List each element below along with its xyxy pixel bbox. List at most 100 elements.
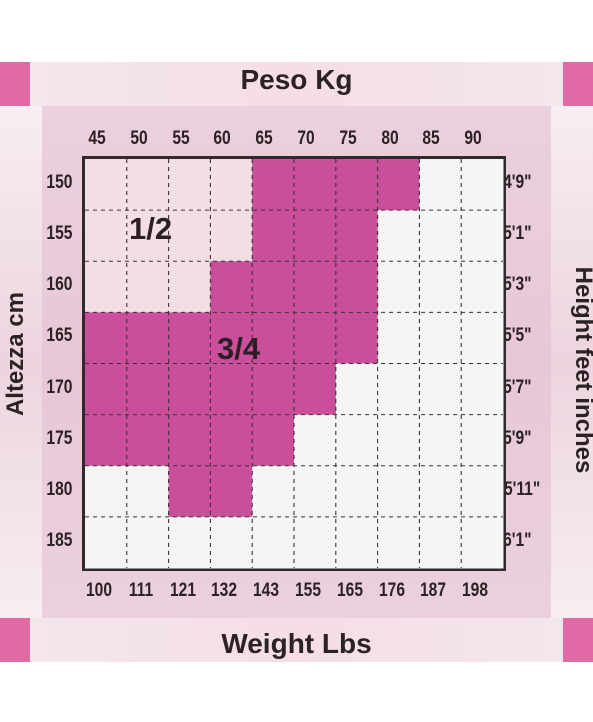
cell-160cm-75kg [335,261,379,313]
y-tick-ftin-7: 6'1" [503,529,532,551]
cell-150cm-55kg [168,159,211,211]
cell-185cm-90kg [461,516,504,569]
cell-165cm-65kg [252,312,295,364]
cell-155cm-80kg [377,210,420,262]
cell-150cm-70kg [294,159,337,211]
bottom-axis-title: Weight Lbs [221,628,372,659]
x-tick-lbs-121: 121 [169,580,196,601]
cell-155cm-85kg [419,210,462,262]
cell-175cm-60kg [210,414,253,467]
cell-185cm-45kg [85,516,128,569]
cell-150cm-45kg [85,159,128,211]
size-label-three-quarter: 3/4 [217,331,261,366]
cell-185cm-75kg [335,516,379,569]
cell-170cm-75kg [335,363,379,416]
x-tick-lbs-132: 132 [211,580,238,601]
cell-185cm-70kg [294,516,337,569]
cell-175cm-85kg [419,414,462,467]
x-tick-lbs-100: 100 [85,580,112,601]
cell-180cm-80kg [377,465,420,518]
y-tick-ftin-6: 5'11" [503,478,541,500]
x-tick-lbs-143: 143 [253,580,280,601]
cell-155cm-70kg [294,210,337,262]
cell-170cm-65kg [252,363,295,416]
y-tick-cm-155: 155 [46,223,73,245]
cell-175cm-70kg [294,414,337,467]
cell-160cm-80kg [377,261,420,313]
y-tick-ftin-1: 5'1" [503,223,532,245]
cell-170cm-50kg [126,363,170,416]
y-tick-cm-175: 175 [46,427,73,449]
cell-175cm-65kg [252,414,295,467]
x-tick-lbs-155: 155 [294,580,321,601]
cell-180cm-85kg [419,465,462,518]
y-tick-cm-160: 160 [46,274,73,296]
cell-165cm-50kg [126,312,170,364]
y-tick-cm-180: 180 [46,478,73,500]
cell-160cm-90kg [461,261,504,313]
plot-area: 1/2 3/4 [82,156,506,571]
size-grid [85,159,504,569]
cell-155cm-50kg [126,210,170,262]
cell-185cm-50kg [126,516,170,569]
frame-right-band [551,106,593,618]
cell-160cm-70kg [294,261,337,313]
y-tick-ftin-3: 5'5" [503,325,532,347]
y-tick-ftin-5: 5'9" [503,427,532,449]
cell-160cm-55kg [168,261,211,313]
cell-175cm-55kg [168,414,211,467]
y-tick-ftin-0: 4'9" [503,172,532,193]
cell-185cm-85kg [419,516,462,569]
cell-165cm-80kg [377,312,420,364]
x-tick-kg-85: 85 [422,128,441,149]
cell-160cm-65kg [252,261,295,313]
cell-165cm-90kg [461,312,504,364]
x-tick-kg-45: 45 [88,128,106,149]
cell-150cm-65kg [252,159,295,211]
cell-180cm-50kg [126,465,170,518]
cell-175cm-45kg [85,414,128,467]
cell-185cm-80kg [377,516,420,569]
x-tick-kg-50: 50 [130,128,148,149]
cell-165cm-45kg [85,312,128,364]
cell-180cm-65kg [252,465,295,518]
y-tick-ftin-4: 5'7" [503,376,532,398]
cell-150cm-85kg [419,159,462,211]
cell-155cm-90kg [461,210,504,262]
cell-175cm-80kg [377,414,420,467]
cell-160cm-85kg [419,261,462,313]
cell-165cm-55kg [168,312,211,364]
x-tick-lbs-165: 165 [336,580,363,601]
cell-155cm-65kg [252,210,295,262]
cell-165cm-70kg [294,312,337,364]
cell-150cm-80kg [377,159,420,211]
x-tick-kg-90: 90 [464,128,482,149]
x-tick-kg-60: 60 [213,128,232,149]
cell-175cm-75kg [335,414,379,467]
x-tick-lbs-111: 111 [128,580,153,601]
cell-175cm-90kg [461,414,504,467]
cell-165cm-75kg [335,312,379,364]
cell-155cm-60kg [210,210,253,262]
cell-170cm-45kg [85,363,128,416]
cell-160cm-60kg [210,261,253,313]
x-tick-kg-75: 75 [339,128,357,149]
cell-185cm-55kg [168,516,211,569]
cell-155cm-75kg [335,210,379,262]
cell-150cm-75kg [335,159,379,211]
cell-185cm-65kg [252,516,295,569]
cell-150cm-50kg [126,159,170,211]
chart-title: Peso Kg [240,64,353,95]
cell-165cm-60kg [210,312,253,364]
left-axis-title: Altezza cm [2,291,29,417]
cell-185cm-60kg [210,516,253,569]
x-tick-lbs-176: 176 [378,580,405,601]
cell-180cm-70kg [294,465,337,518]
cell-165cm-85kg [419,312,462,364]
frame-bottom-band [0,618,593,662]
x-tick-kg-55: 55 [171,128,190,149]
cell-170cm-85kg [419,363,462,416]
x-tick-lbs-198: 198 [462,580,489,601]
right-axis-title: Height feet inches [570,266,593,474]
cell-170cm-55kg [168,363,211,416]
